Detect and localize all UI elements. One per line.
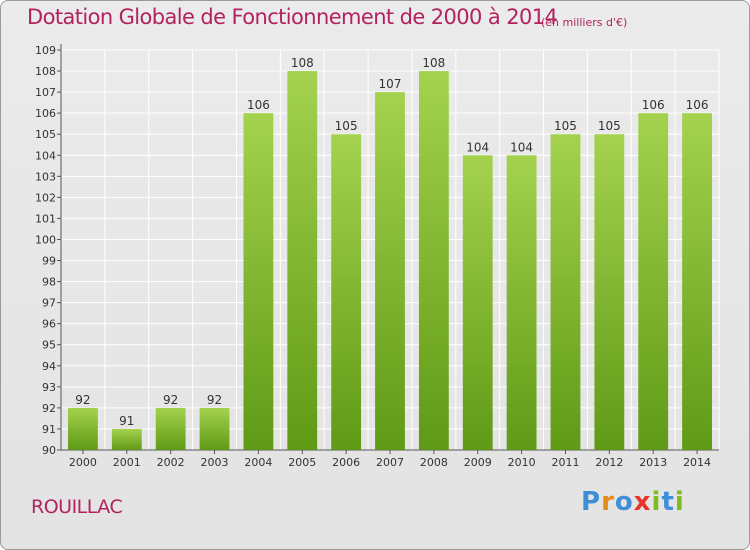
y-tick-label: 99 — [42, 255, 56, 268]
y-tick-label: 96 — [42, 318, 56, 331]
data-label: 91 — [119, 414, 134, 428]
y-tick-label: 93 — [42, 381, 56, 394]
y-tick-label: 106 — [35, 107, 56, 120]
bar-2006 — [331, 134, 362, 451]
bar-2005 — [287, 71, 318, 450]
bar-2013 — [638, 113, 669, 450]
data-label: 104 — [510, 140, 533, 154]
y-tick-label: 91 — [42, 423, 56, 436]
x-tick-label: 2013 — [639, 456, 667, 469]
bar-2000 — [68, 407, 98, 450]
x-tick-label: 2011 — [551, 456, 579, 469]
bar-2012 — [594, 134, 625, 451]
commune-name: ROUILLAC — [31, 496, 123, 518]
data-label: 107 — [379, 77, 402, 91]
x-tick-label: 2005 — [288, 456, 316, 469]
y-tick-label: 101 — [35, 212, 56, 225]
y-tick-label: 97 — [42, 297, 56, 310]
y-tick-label: 100 — [35, 233, 56, 246]
bar-2002 — [155, 407, 186, 450]
y-tick-label: 108 — [35, 65, 56, 78]
data-label: 92 — [163, 393, 178, 407]
logo-letter: P — [581, 487, 602, 517]
y-tick-label: 102 — [35, 191, 56, 204]
bars — [68, 71, 712, 451]
x-tick-label: 2009 — [464, 456, 492, 469]
x-tick-label: 2001 — [113, 456, 141, 469]
y-tick-labels: 90 91 92 93 94 95 96 97 98 99 100 101 102 103 104 105 10… — [35, 44, 56, 457]
bar-2003 — [199, 407, 230, 450]
logo-letter: i — [651, 487, 662, 517]
data-label: 92 — [75, 393, 90, 407]
x-tick-label: 2002 — [157, 456, 185, 469]
data-label: 106 — [686, 98, 709, 112]
data-label: 105 — [335, 119, 358, 133]
bar-2008 — [418, 71, 449, 450]
chart-subtitle: (en milliers d'€) — [541, 16, 628, 29]
logo-letter: x — [633, 487, 652, 517]
bar-2001 — [111, 428, 142, 450]
data-label: 105 — [598, 119, 621, 133]
y-tick-label: 90 — [42, 444, 56, 457]
proxiti-logo: Proxiti — [581, 487, 685, 517]
x-tick-label: 2004 — [244, 456, 272, 469]
logo-letter: o — [614, 487, 634, 517]
bar-2010 — [506, 155, 537, 450]
y-tick-label: 103 — [35, 170, 56, 183]
data-label: 106 — [247, 98, 270, 112]
y-tick-label: 109 — [35, 44, 56, 57]
x-tick-label: 2014 — [683, 456, 711, 469]
logo-letter: t — [661, 487, 675, 517]
x-tick-label: 2008 — [420, 456, 448, 469]
data-labels: 92 91 92 92 106 108 105 107 108 104 104 105 105 106 10… — [75, 56, 708, 428]
data-label: 108 — [422, 56, 445, 70]
y-tick-label: 95 — [42, 339, 56, 352]
logo-letter: r — [601, 487, 615, 517]
bar-2007 — [375, 92, 405, 451]
x-tick-label: 2000 — [69, 456, 97, 469]
x-tick-labels: 2000 2001 2002 2003 2004 2005 2006 2007 2008 2009… — [69, 456, 711, 469]
logo-letter: i — [674, 487, 685, 517]
bar-2009 — [462, 155, 493, 450]
data-label: 104 — [466, 140, 489, 154]
chart-title: Dotation Globale de Fonctionnement de 20… — [27, 5, 558, 29]
x-tick-label: 2010 — [508, 456, 536, 469]
y-tick-label: 105 — [35, 128, 56, 141]
data-label: 108 — [291, 56, 314, 70]
x-tick-label: 2012 — [595, 456, 623, 469]
data-label: 105 — [554, 119, 577, 133]
bar-2004 — [243, 113, 274, 450]
data-label: 92 — [207, 393, 222, 407]
y-tick-label: 98 — [42, 276, 56, 289]
y-tick-label: 94 — [42, 360, 56, 373]
y-tick-label: 92 — [42, 402, 56, 415]
x-tick-label: 2007 — [376, 456, 404, 469]
x-tick-label: 2003 — [201, 456, 229, 469]
data-label: 106 — [642, 98, 665, 112]
y-tick-label: 104 — [35, 149, 56, 162]
y-tick-label: 107 — [35, 86, 56, 99]
bar-2014 — [682, 113, 712, 450]
x-tick-label: 2006 — [332, 456, 360, 469]
bar-2011 — [550, 134, 581, 451]
